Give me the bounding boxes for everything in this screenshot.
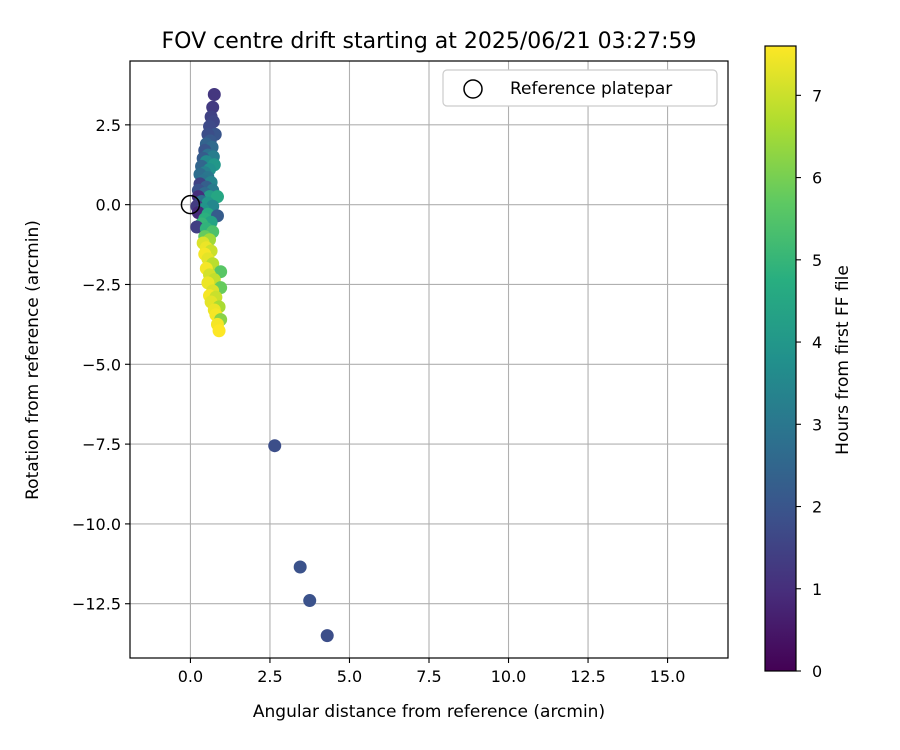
legend-entry-reference: Reference platepar — [510, 79, 672, 99]
x-tick-label: 2.5 — [257, 667, 282, 686]
colorbar-tick-label: 2 — [812, 498, 822, 517]
y-tick-label: −2.5 — [82, 275, 121, 294]
y-tick-label: −7.5 — [82, 435, 121, 454]
y-tick-label: −10.0 — [72, 515, 121, 534]
x-tick-label: 12.5 — [570, 667, 606, 686]
legend: Reference platepar — [442, 69, 718, 107]
colorbar-tick-label: 0 — [812, 662, 822, 681]
scatter-point — [268, 439, 282, 453]
scatter-point — [210, 190, 224, 204]
colorbar-tick-label: 5 — [812, 251, 822, 270]
y-tick-label: 2.5 — [96, 116, 121, 135]
y-tick-label: −5.0 — [82, 355, 121, 374]
plot-area — [129, 60, 729, 659]
scatter-points — [190, 88, 334, 643]
scatter-point — [207, 88, 221, 102]
colorbar-label: Hours from first FF file — [833, 265, 853, 455]
scatter-point — [303, 594, 317, 608]
scatter-point — [212, 324, 226, 338]
colorbar-tick-label: 4 — [812, 333, 822, 352]
x-tick-label: 7.5 — [416, 667, 441, 686]
colorbar-gradient — [764, 45, 797, 672]
colorbar-tick-label: 3 — [812, 415, 822, 434]
y-axis-ticks: 2.5 0.0 −2.5 −5.0 −7.5 −10.0 −12.5 — [72, 116, 130, 614]
scatter-point — [320, 629, 334, 643]
chart-title: FOV centre drift starting at 2025/06/21 … — [162, 29, 697, 54]
legend-box — [442, 69, 718, 107]
colorbar: 0 1 2 3 4 5 6 7 Hours from first FF file — [764, 45, 853, 681]
y-axis-label: Rotation from reference (arcmin) — [23, 220, 43, 500]
scatter-point — [206, 100, 220, 114]
colorbar-ticks: 0 1 2 3 4 5 6 7 — [796, 86, 822, 681]
scatter-point — [190, 220, 204, 234]
x-axis-label: Angular distance from reference (arcmin) — [253, 702, 605, 722]
x-tick-label: 15.0 — [650, 667, 686, 686]
scatter-point — [293, 560, 307, 574]
x-axis-ticks: 0.0 2.5 5.0 7.5 10.0 12.5 15.0 — [178, 658, 686, 686]
x-tick-label: 0.0 — [178, 667, 203, 686]
x-tick-label: 5.0 — [337, 667, 362, 686]
y-tick-label: 0.0 — [96, 196, 121, 215]
legend-reference-marker — [463, 79, 483, 99]
reference-marker — [180, 194, 201, 215]
colorbar-tick-label: 6 — [812, 169, 822, 188]
x-tick-label: 10.0 — [491, 667, 527, 686]
grid — [130, 61, 728, 658]
colorbar-tick-label: 1 — [812, 580, 822, 599]
colorbar-tick-label: 7 — [812, 86, 822, 105]
y-tick-label: −12.5 — [72, 595, 121, 614]
